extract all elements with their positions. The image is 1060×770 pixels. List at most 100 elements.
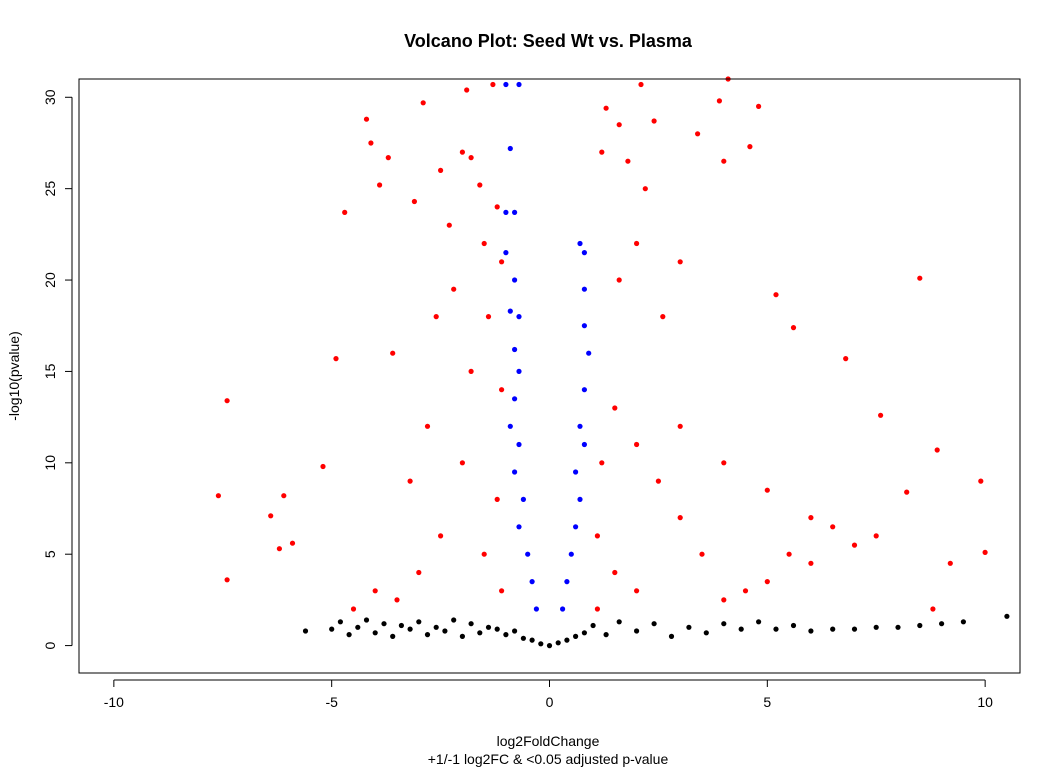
data-point xyxy=(599,149,605,155)
data-point xyxy=(555,640,561,646)
data-point xyxy=(433,314,439,320)
data-point xyxy=(424,423,431,429)
data-point xyxy=(390,350,396,356)
y-tick-label: 5 xyxy=(42,550,58,558)
data-point xyxy=(586,350,592,356)
data-point xyxy=(507,145,513,152)
data-point xyxy=(695,131,701,137)
data-point xyxy=(499,387,505,393)
data-point xyxy=(511,346,518,353)
data-point xyxy=(830,524,836,530)
data-point xyxy=(464,87,470,93)
data-point xyxy=(459,460,465,466)
data-point xyxy=(573,469,579,475)
y-tick-label: 30 xyxy=(42,89,58,105)
data-point xyxy=(716,98,723,104)
data-point xyxy=(507,423,513,429)
data-point xyxy=(616,277,622,283)
data-point xyxy=(346,632,352,638)
data-point xyxy=(721,621,727,627)
data-point xyxy=(394,597,400,603)
data-point xyxy=(790,325,797,331)
data-point xyxy=(594,606,601,612)
data-point xyxy=(612,405,618,411)
data-point xyxy=(568,551,574,557)
data-point xyxy=(516,524,522,530)
data-point xyxy=(764,579,770,585)
data-point xyxy=(939,621,945,627)
data-point xyxy=(917,622,923,629)
data-point xyxy=(625,158,631,164)
data-point xyxy=(442,628,448,634)
data-point xyxy=(333,356,339,362)
data-point xyxy=(655,478,662,484)
data-point xyxy=(634,441,640,448)
data-point xyxy=(581,250,588,256)
data-point xyxy=(525,551,531,557)
data-point xyxy=(721,158,727,164)
data-point xyxy=(494,626,500,632)
data-point xyxy=(930,606,936,612)
x-tick-label: -5 xyxy=(325,694,338,710)
data-point xyxy=(468,621,474,627)
data-point xyxy=(372,630,378,636)
data-point xyxy=(851,626,858,632)
data-point xyxy=(982,549,988,556)
data-point xyxy=(603,632,609,638)
data-point xyxy=(516,314,522,320)
data-point xyxy=(573,524,579,530)
x-tick-label: -10 xyxy=(104,694,124,710)
data-point xyxy=(634,240,640,247)
data-point xyxy=(703,630,709,636)
data-point xyxy=(433,624,439,630)
data-point xyxy=(490,81,496,88)
data-point xyxy=(281,493,287,499)
data-point xyxy=(337,619,343,625)
data-point xyxy=(407,478,413,484)
data-point xyxy=(934,447,940,453)
data-point xyxy=(677,259,683,265)
data-point xyxy=(350,606,357,612)
data-point xyxy=(677,515,683,521)
data-point xyxy=(616,619,622,625)
data-point xyxy=(407,626,413,632)
y-tick-label: 0 xyxy=(42,641,58,649)
data-point xyxy=(390,633,396,640)
data-point xyxy=(494,496,500,502)
y-tick-label: 10 xyxy=(42,455,58,471)
data-point xyxy=(503,209,509,215)
x-tick-label: 0 xyxy=(546,694,554,710)
data-point xyxy=(516,441,522,448)
data-point xyxy=(651,621,657,627)
data-point xyxy=(459,149,465,155)
data-point xyxy=(511,396,518,402)
data-point xyxy=(468,368,474,374)
data-point xyxy=(699,551,705,557)
data-point xyxy=(224,577,230,583)
data-point xyxy=(581,387,588,393)
data-point xyxy=(503,81,509,88)
data-point xyxy=(564,579,570,585)
data-point xyxy=(747,144,753,150)
data-point xyxy=(516,81,522,88)
data-point xyxy=(511,209,518,215)
data-point xyxy=(830,626,836,632)
data-point xyxy=(533,606,540,612)
y-axis-label: -log10(pvalue) xyxy=(6,331,22,421)
x-axis-label: log2FoldChange xyxy=(497,733,600,749)
data-point xyxy=(538,641,544,647)
data-point xyxy=(808,628,814,634)
data-point xyxy=(756,103,762,109)
data-point xyxy=(503,250,509,256)
data-point xyxy=(276,546,282,552)
data-point xyxy=(634,588,640,594)
data-point xyxy=(773,292,779,298)
data-point xyxy=(603,105,609,111)
data-point xyxy=(677,423,683,429)
chart-title: Volcano Plot: Seed Wt vs. Plasma xyxy=(404,31,693,51)
data-point xyxy=(742,588,749,594)
data-point xyxy=(224,398,230,404)
data-point xyxy=(363,617,370,623)
data-point xyxy=(363,116,370,122)
